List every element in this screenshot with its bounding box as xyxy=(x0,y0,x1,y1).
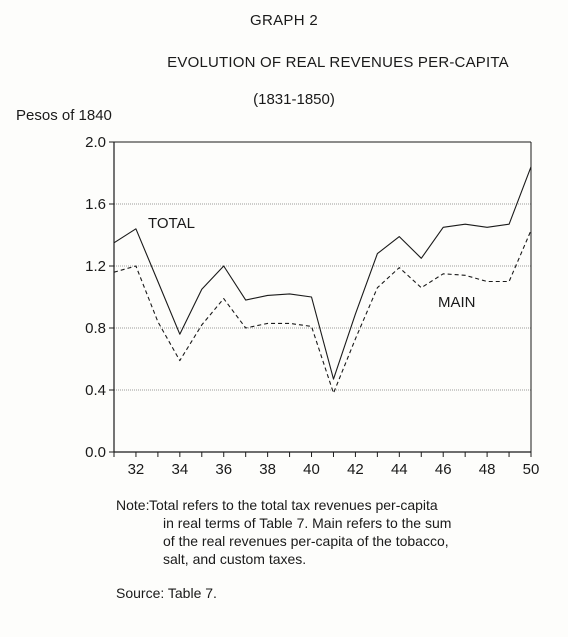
chart-subtitle: (1831-1850) xyxy=(253,91,335,108)
y-tick-label: 1.6 xyxy=(85,196,106,213)
axis-layer xyxy=(113,141,532,453)
series-layer xyxy=(113,166,532,394)
chart-source: Source: Table 7. xyxy=(116,585,217,601)
series-label-total: TOTAL xyxy=(148,215,195,232)
x-tick-label: 36 xyxy=(215,461,232,478)
x-tick-label: 46 xyxy=(435,461,452,478)
grid-layer xyxy=(114,203,531,391)
x-tick-label: 32 xyxy=(128,461,145,478)
y-axis-unit-label: Pesos of 1840 xyxy=(16,107,112,124)
y-tick-label: 0.8 xyxy=(85,320,106,337)
x-tick-label: 44 xyxy=(391,461,408,478)
series-line-main xyxy=(113,230,532,394)
series-line-total xyxy=(113,166,532,380)
y-tick-label: 2.0 xyxy=(85,134,106,151)
x-tick-label: 40 xyxy=(303,461,320,478)
x-tick-label: 50 xyxy=(523,461,540,478)
note-line-1: Total refers to the total tax revenues p… xyxy=(149,497,438,513)
x-tick-label: 38 xyxy=(259,461,276,478)
note-line-2: in real terms of Table 7. Main refers to… xyxy=(163,515,452,531)
series-label-layer: TOTAL MAIN xyxy=(148,215,476,311)
chart-svg: 0.0 0.4 0.8 1.2 1.6 2.0 32 34 36 38 40 42 44 46 48 50 T… xyxy=(85,134,539,478)
chart-title: EVOLUTION OF REAL REVENUES PER-CAPITA xyxy=(167,54,509,71)
y-tick-label: 0.0 xyxy=(85,444,106,461)
x-tick-label: 48 xyxy=(479,461,496,478)
note-prefix: Note: xyxy=(116,497,150,513)
tick-layer: 0.0 0.4 0.8 1.2 1.6 2.0 32 34 36 38 40 42 44 46 48 50 xyxy=(85,134,539,478)
x-tick-label: 34 xyxy=(171,461,188,478)
series-label-main: MAIN xyxy=(438,294,476,311)
note-line-3: of the real revenues per-capita of the t… xyxy=(163,533,449,549)
note-line-4: salt, and custom taxes. xyxy=(163,551,307,567)
y-tick-label: 0.4 xyxy=(85,382,106,399)
x-tick-label: 42 xyxy=(347,461,364,478)
graph-number: GRAPH 2 xyxy=(250,12,318,29)
y-tick-label: 1.2 xyxy=(85,258,106,275)
note-body: Total refers to the total tax revenues p… xyxy=(149,496,559,568)
